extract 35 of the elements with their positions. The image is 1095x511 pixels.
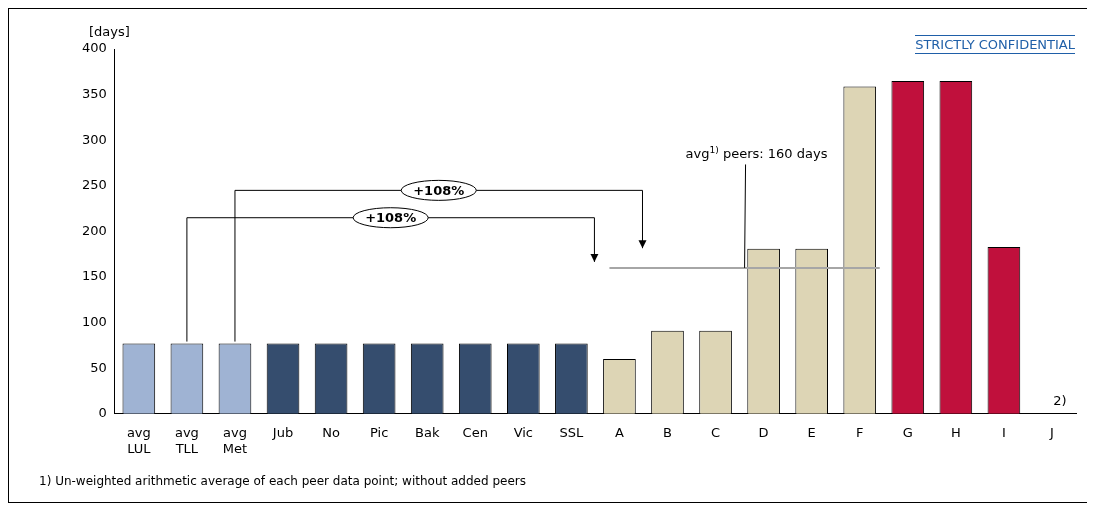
x-tick-label: J — [1049, 424, 1054, 440]
y-axis-title: [days] — [89, 23, 130, 39]
x-tick-label: C — [711, 424, 721, 440]
y-tick-label: 0 — [98, 405, 107, 421]
x-tick-label: SSL — [559, 424, 585, 440]
y-tick-label: 350 — [81, 85, 107, 101]
x-tick-label: avg LUL — [126, 424, 152, 456]
x-tick-label: G — [902, 424, 913, 440]
x-tick-label: avg TLL — [174, 424, 199, 456]
y-tick-label: 100 — [81, 313, 107, 329]
annotation: STRICTLY CONFIDENTIAL — [915, 35, 1075, 54]
x-tick-label: H — [950, 424, 961, 440]
x-tick-label: avg Met — [222, 424, 248, 456]
y-tick-label: 300 — [81, 131, 107, 147]
y-tick-label: 200 — [81, 222, 107, 238]
annotation: +108% — [365, 210, 417, 226]
x-tick-label: B — [663, 424, 672, 440]
x-tick-label: Bak — [414, 424, 440, 440]
y-tick-label: 400 — [81, 40, 107, 56]
text: 1) Un-weighted arithmetic average of each peer data point; without added peers — [39, 474, 526, 488]
y-tick-label: 50 — [90, 359, 107, 375]
x-tick-label: Jub — [271, 424, 294, 440]
x-tick-label: Pic — [369, 424, 389, 440]
annotation: +108% — [413, 182, 465, 198]
y-tick-label: 150 — [81, 268, 107, 284]
x-tick-label: No — [322, 424, 340, 440]
x-tick-label: I — [1001, 424, 1006, 440]
y-tick-label: 250 — [81, 177, 107, 193]
x-tick-label: F — [855, 424, 864, 440]
x-tick-label: Vic — [513, 424, 533, 440]
x-tick-label: Cen — [462, 424, 488, 440]
annotation: 2) — [1053, 392, 1067, 408]
x-tick-label: E — [807, 424, 816, 440]
x-tick-label: D — [758, 424, 769, 440]
x-tick-label: A — [614, 424, 624, 440]
